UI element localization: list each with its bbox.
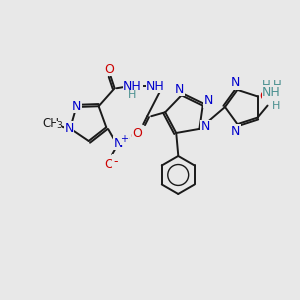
Text: H: H [262,79,271,92]
Text: O: O [132,127,142,140]
Text: NH: NH [123,80,142,93]
Text: N: N [231,124,240,138]
Text: O: O [104,158,114,171]
Text: N: N [204,94,213,107]
Text: H: H [128,90,136,100]
Text: N: N [72,100,81,112]
Text: O: O [105,63,115,76]
Text: NH: NH [262,86,281,99]
Text: -: - [113,155,118,168]
Text: N: N [64,122,74,135]
Text: 3: 3 [56,121,62,130]
Text: NH: NH [146,80,165,93]
Text: +: + [120,134,128,144]
Text: N: N [231,76,240,89]
Text: H: H [273,79,282,92]
Text: O: O [260,90,269,103]
Text: NH: NH [265,89,284,102]
Text: O: O [130,130,140,143]
Text: N: N [175,83,184,96]
Text: N: N [201,120,210,134]
Text: H: H [272,100,281,111]
Text: CH: CH [43,117,60,130]
Text: N: N [114,137,123,150]
